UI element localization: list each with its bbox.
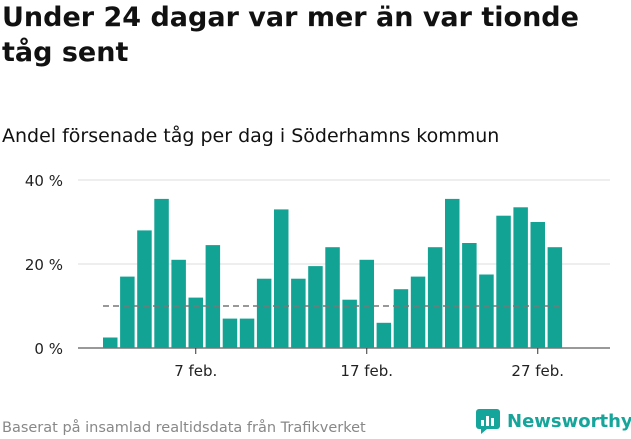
- newsworthy-icon: [476, 409, 500, 434]
- x-tick-label: 17 feb.: [340, 362, 393, 380]
- bar: [479, 274, 494, 348]
- bar: [325, 247, 340, 348]
- bar: [445, 198, 460, 348]
- x-tick-label: 7 feb.: [174, 362, 217, 380]
- bar: [222, 318, 238, 348]
- bar: [376, 322, 392, 348]
- bar: [342, 299, 357, 348]
- brand-name: Newsworthy: [507, 410, 631, 432]
- bar: [410, 276, 426, 348]
- bar: [120, 276, 135, 348]
- bar: [530, 222, 545, 348]
- bar: [308, 266, 323, 348]
- bar: [256, 278, 272, 348]
- bar: [496, 215, 511, 348]
- chart-subtitle: Andel försenade tåg per dag i Söderhamns…: [2, 125, 500, 147]
- bar: [513, 207, 528, 348]
- bar: [291, 278, 306, 348]
- x-tick-label: 27 feb.: [511, 362, 564, 380]
- y-tick-label: 40 %: [25, 172, 63, 190]
- bar: [274, 209, 289, 348]
- bar: [393, 289, 409, 348]
- bar: [188, 297, 203, 348]
- bar: [462, 243, 477, 348]
- y-tick-label: 0 %: [34, 340, 63, 358]
- bar: [103, 337, 118, 348]
- bar: [547, 247, 563, 348]
- bar: [239, 318, 255, 348]
- bar: [154, 198, 169, 348]
- bar: [171, 259, 186, 348]
- chart-title: Under 24 dagar var mer än var tionde tåg…: [2, 2, 579, 68]
- bar: [205, 245, 221, 348]
- bar: [137, 230, 152, 348]
- source-note: Baserat på insamlad realtidsdata från Tr…: [2, 420, 366, 436]
- newsworthy-logo: Newsworthy: [475, 408, 631, 434]
- bar: [359, 259, 374, 348]
- y-tick-label: 20 %: [25, 256, 63, 274]
- bar: [427, 247, 443, 348]
